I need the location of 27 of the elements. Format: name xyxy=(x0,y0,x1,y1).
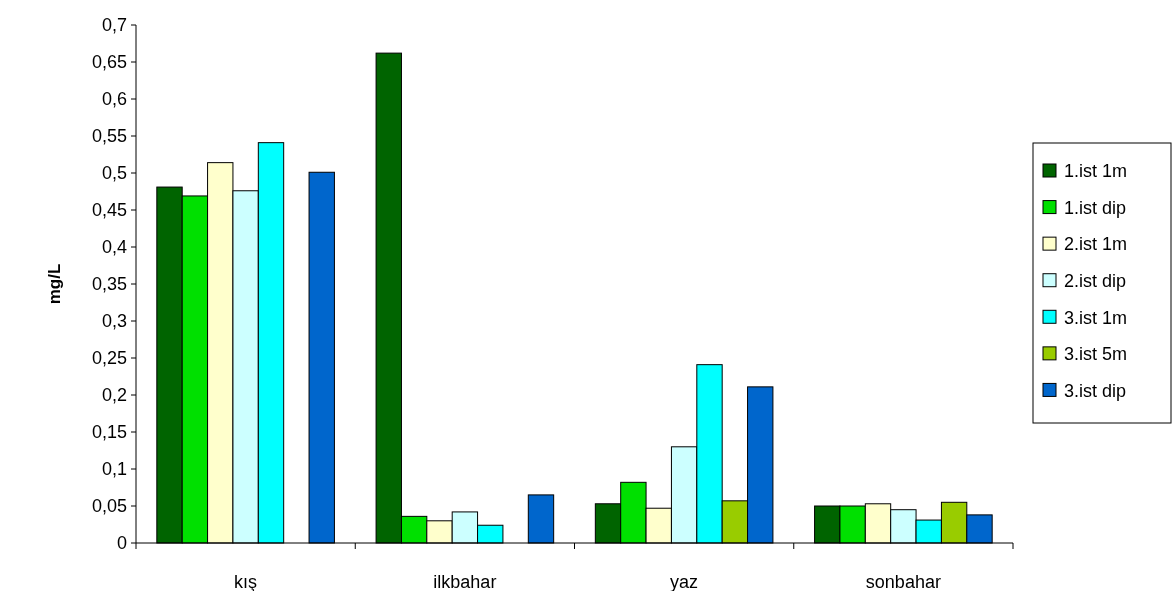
legend-label: 2.ist dip xyxy=(1064,271,1127,292)
y-tick-label: 0 xyxy=(116,533,127,554)
legend-label: 1.ist dip xyxy=(1064,197,1127,218)
legend-label: 3.ist 1m xyxy=(1064,307,1128,328)
legend-label: 3.ist 5m xyxy=(1064,344,1128,365)
x-tick-label: kış xyxy=(234,572,258,591)
y-tick-label: 0,4 xyxy=(101,237,127,258)
y-tick-label: 0,55 xyxy=(91,126,127,147)
y-tick-label: 0,2 xyxy=(101,385,127,406)
y-tick-label: 0,6 xyxy=(101,89,127,110)
y-tick-label: 0,7 xyxy=(101,15,127,36)
legend-label: 2.ist 1m xyxy=(1064,234,1128,255)
y-tick-label: 0,25 xyxy=(91,348,127,369)
y-tick-label: 0,65 xyxy=(91,52,127,73)
x-tick-label: yaz xyxy=(670,572,699,591)
y-tick-label: 0,15 xyxy=(91,422,127,443)
y-axis-title: mg/L xyxy=(45,263,64,305)
x-tick-label: ilkbahar xyxy=(433,572,497,591)
legend-label: 1.ist 1m xyxy=(1064,161,1128,182)
x-tick-label: sonbahar xyxy=(865,572,941,591)
y-tick-label: 0,05 xyxy=(91,496,127,517)
y-tick-label: 0,3 xyxy=(101,311,127,332)
y-tick-label: 0,35 xyxy=(91,274,127,295)
y-tick-label: 0,1 xyxy=(101,459,127,480)
legend-label: 3.ist dip xyxy=(1064,380,1127,401)
y-tick-label: 0,5 xyxy=(101,163,127,184)
y-tick-label: 0,45 xyxy=(91,200,127,221)
